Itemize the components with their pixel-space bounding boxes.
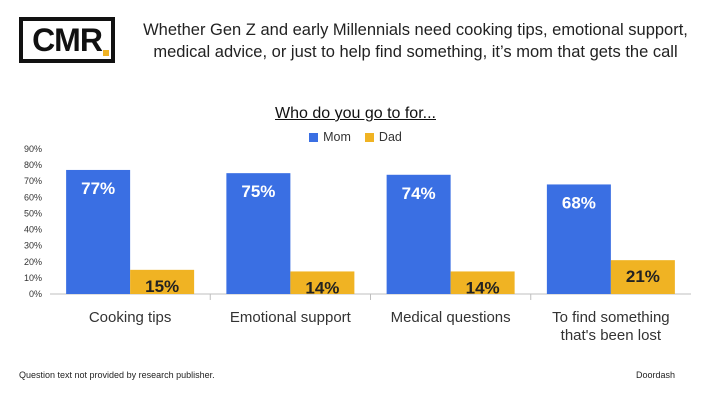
- bar-dad: [610, 260, 675, 294]
- data-label-mom: 75%: [241, 182, 275, 201]
- headline: Whether Gen Z and early Millennials need…: [133, 19, 698, 63]
- headline-line-2: medical advice, or just to help find som…: [153, 43, 678, 61]
- y-tick-label: 20%: [24, 257, 42, 267]
- bar-mom: [546, 184, 611, 294]
- category-label: Emotional support: [230, 309, 352, 326]
- y-tick-label: 70%: [24, 176, 42, 186]
- y-tick-label: 80%: [24, 160, 42, 170]
- bar-chart: 0% 10% 20% 30% 40% 50% 60% 70% 80% 90% 77% 15% Cooki…: [24, 144, 691, 344]
- y-tick-label: 0%: [29, 289, 42, 299]
- category-label: Cooking tips: [89, 309, 172, 326]
- y-tick-label: 50%: [24, 208, 42, 218]
- data-label-dad: 15%: [145, 277, 179, 296]
- legend-swatch-dad: [364, 132, 374, 142]
- legend-label-dad: Dad: [378, 130, 402, 144]
- headline-line-1: Whether Gen Z and early Millennials need…: [143, 21, 688, 39]
- bar-dad: [130, 269, 195, 294]
- y-tick-label: 30%: [24, 241, 42, 251]
- category-label: that's been lost: [561, 327, 662, 344]
- bar-mom: [66, 169, 131, 294]
- logo-dot: [103, 50, 109, 56]
- y-tick-label: 90%: [24, 144, 42, 154]
- legend-swatch-mom: [309, 132, 319, 142]
- chart-legend: Mom Dad: [0, 130, 711, 144]
- y-tick-label: 40%: [24, 225, 42, 235]
- data-label-mom: 77%: [81, 179, 115, 198]
- bar-dad: [450, 271, 515, 294]
- y-tick-label: 60%: [24, 192, 42, 202]
- data-label-dad: 14%: [466, 278, 500, 297]
- data-label-dad: 21%: [626, 267, 660, 286]
- category-label: Medical questions: [391, 309, 511, 326]
- cmr-logo: CMR: [19, 17, 115, 63]
- data-label-mom: 74%: [402, 184, 436, 203]
- bar-mom: [386, 174, 451, 294]
- legend-item-dad: Dad: [364, 130, 402, 144]
- legend-label-mom: Mom: [323, 130, 351, 144]
- category-label: To find something: [552, 309, 670, 326]
- footer-source: Doordash: [635, 370, 675, 380]
- legend-item-mom: Mom: [309, 130, 351, 144]
- y-tick-label: 10%: [24, 273, 42, 283]
- chart-title: Who do you go to for...: [275, 105, 436, 122]
- footer-note: Question text not provided by research p…: [19, 370, 215, 380]
- data-label-dad: 14%: [305, 278, 339, 297]
- bar-dad: [290, 271, 355, 294]
- bar-mom: [226, 173, 291, 294]
- logo-text: CMR: [32, 22, 103, 58]
- data-label-mom: 68%: [562, 193, 596, 212]
